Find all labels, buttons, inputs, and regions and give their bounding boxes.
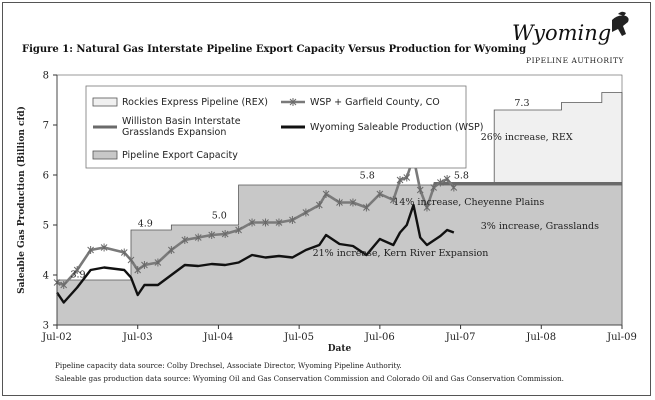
- figure-title: Figure 1: Natural Gas Interstate Pipelin…: [22, 44, 527, 55]
- legend-box: [85, 85, 467, 169]
- annotation-7: 14% increase, Cheyenne Plains: [393, 197, 544, 208]
- wsp-garfield-marker-7: [134, 266, 142, 274]
- wyoming-logo: Wyoming: [512, 11, 629, 45]
- wsp-garfield-marker-12: [194, 233, 202, 242]
- wsp-garfield-marker-6: [127, 256, 135, 264]
- annotation-8: 3% increase, Grasslands: [481, 221, 599, 232]
- annotation-6: 26% increase, REX: [481, 132, 573, 143]
- wsp-garfield-marker-19: [289, 216, 296, 224]
- legend-marker-1: [289, 98, 297, 106]
- source-capacity: Pipeline capacity data source: Colby Dre…: [55, 361, 402, 370]
- wsp-garfield-marker-22: [322, 190, 330, 198]
- y-tick-label-4: 4: [43, 271, 49, 282]
- wsp-garfield-marker-24: [349, 198, 357, 207]
- wsp-garfield-marker-21: [315, 201, 323, 209]
- wsp-garfield-marker-29: [403, 173, 411, 182]
- wsp-garfield-marker-15: [235, 226, 242, 234]
- annotation-5: 7.3: [514, 98, 529, 109]
- x-axis-title: Date: [328, 344, 352, 354]
- annotation-0: 3.9: [70, 270, 85, 281]
- wsp-garfield-marker-36: [450, 183, 458, 192]
- legend-swatch-4: [92, 150, 118, 160]
- y-tick-label-5: 5: [43, 221, 49, 232]
- wsp-garfield-marker-23: [336, 198, 343, 207]
- annotation-3: 5.8: [360, 171, 375, 182]
- wsp-garfield-marker-14: [221, 230, 229, 238]
- annotation-1: 4.9: [138, 219, 153, 230]
- x-tick-label-Jul-09: Jul-09: [606, 332, 637, 343]
- y-tick-label-7: 7: [43, 121, 49, 132]
- wsp-garfield-marker-33: [430, 183, 438, 192]
- x-tick-label-Jul-02: Jul-02: [41, 332, 72, 343]
- legend-label-0: Rockies Express Pipeline (REX): [122, 97, 268, 108]
- wsp-garfield-marker-32: [423, 203, 431, 212]
- wsp-garfield-marker-13: [208, 231, 216, 239]
- legend-label-1: WSP + Garfield County, CO: [310, 97, 440, 108]
- cowboy-icon: [612, 11, 629, 36]
- y-tick-label-3: 3: [43, 321, 49, 332]
- y-tick-label-8: 8: [43, 71, 49, 82]
- wsp-garfield-marker-16: [248, 218, 256, 227]
- wsp-garfield-marker-34: [437, 178, 444, 187]
- wsp-garfield-marker-3: [87, 246, 94, 254]
- x-tick-label-Jul-05: Jul-05: [283, 332, 314, 343]
- annotation-4: 5.8: [454, 171, 469, 182]
- x-tick-label-Jul-03: Jul-03: [122, 332, 153, 343]
- annotation-9: 21% increase, Kern River Expansion: [313, 248, 489, 259]
- wsp-garfield-marker-20: [302, 208, 310, 217]
- wsp-garfield-marker-25: [363, 203, 370, 212]
- wsp-garfield-marker-5: [120, 248, 128, 257]
- legend-label-3: Wyoming Saleable Production (WSP): [310, 122, 483, 133]
- plot-border: [56, 74, 623, 326]
- source-production: Saleable gas production data source: Wyo…: [55, 374, 564, 383]
- y-axis-title: Saleable Gas Production (Billion cfd): [16, 106, 27, 294]
- wsp-garfield-marker-4: [100, 243, 108, 252]
- wsp-garfield-marker-1: [60, 281, 68, 289]
- wsp-garfield-marker-18: [275, 218, 283, 227]
- logo-subtitle: PIPELINE AUTHORITY: [526, 56, 624, 65]
- wsp-garfield-marker-26: [376, 190, 384, 198]
- y-tick-label-6: 6: [43, 171, 49, 182]
- wsp-garfield-marker-11: [181, 236, 189, 244]
- legend-label-4: Pipeline Export Capacity: [122, 150, 238, 161]
- annotation-2: 5.0: [212, 211, 227, 222]
- wsp-line: [56, 203, 455, 304]
- wsp-garfield-marker-28: [396, 176, 404, 184]
- x-tick-label-Jul-07: Jul-07: [445, 332, 476, 343]
- logo-wordmark: Wyoming: [512, 21, 611, 45]
- x-tick-label-Jul-04: Jul-04: [203, 332, 234, 343]
- x-tick-label-Jul-06: Jul-06: [364, 332, 395, 343]
- legend-swatch-0: [92, 97, 118, 107]
- wsp-garfield-marker-35: [443, 175, 451, 183]
- wsp-garfield-marker-8: [141, 261, 148, 269]
- wsp-garfield-marker-31: [416, 186, 424, 194]
- wsp-garfield-marker-10: [167, 246, 175, 254]
- legend-label-2: Williston Basin Interstate Grasslands Exp…: [122, 116, 241, 138]
- wsp-garfield-marker-27: [389, 196, 397, 204]
- x-tick-label-Jul-08: Jul-08: [525, 332, 556, 343]
- wsp-garfield-marker-9: [154, 258, 162, 267]
- wsp-garfield-marker-17: [262, 218, 269, 227]
- wsp-garfield-marker-2: [73, 266, 81, 274]
